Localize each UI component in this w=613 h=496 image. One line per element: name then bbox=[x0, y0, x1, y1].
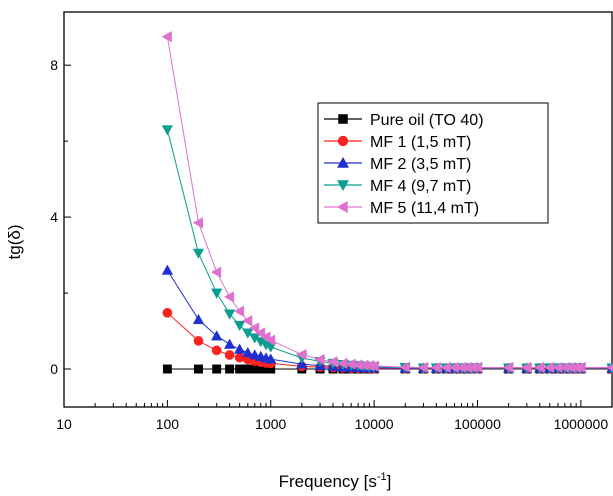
legend-label: MF 1 (1,5 mT) bbox=[370, 134, 471, 151]
data-point bbox=[225, 364, 235, 374]
data-point bbox=[471, 361, 482, 374]
legend-entry: MF 2 (3,5 mT) bbox=[324, 156, 471, 173]
data-point bbox=[192, 313, 205, 325]
data-point bbox=[430, 361, 441, 374]
legend-marker bbox=[336, 180, 350, 192]
y-tick-label: 8 bbox=[50, 57, 58, 73]
data-point bbox=[254, 327, 266, 339]
data-point bbox=[296, 348, 307, 361]
legend-entry: MF 4 (9,7 mT) bbox=[324, 178, 471, 195]
data-point bbox=[192, 217, 203, 229]
data-point bbox=[161, 125, 174, 136]
data-point bbox=[242, 315, 253, 327]
series-4 bbox=[161, 31, 613, 374]
legend-label: MF 4 (9,7 mT) bbox=[370, 178, 471, 195]
data-point bbox=[211, 345, 222, 356]
data-point bbox=[224, 350, 235, 360]
data-point bbox=[223, 338, 236, 349]
legend-label: MF 2 (3,5 mT) bbox=[370, 156, 471, 173]
data-point bbox=[210, 266, 222, 278]
legend-entry: MF 1 (1,5 mT) bbox=[324, 134, 471, 151]
data-point bbox=[417, 361, 428, 374]
data-point bbox=[533, 361, 545, 374]
data-point bbox=[368, 360, 379, 372]
series-line bbox=[167, 312, 612, 370]
data-point bbox=[606, 363, 613, 372]
x-axis-title: Frequency [s-1] bbox=[279, 471, 392, 491]
y-tick-label: 0 bbox=[50, 361, 58, 377]
x-tick-label: 1000000 bbox=[554, 416, 609, 432]
data-point bbox=[211, 330, 223, 341]
data-point bbox=[521, 361, 532, 374]
data-point bbox=[161, 264, 174, 275]
y-axis-title: tg(δ) bbox=[5, 225, 24, 260]
y-tick-label: 4 bbox=[50, 209, 58, 225]
data-point bbox=[264, 334, 276, 346]
data-point bbox=[575, 361, 586, 374]
x-tick-label: 10 bbox=[56, 416, 72, 432]
data-point bbox=[265, 353, 277, 364]
legend-label: MF 5 (11,4 mT) bbox=[370, 200, 479, 217]
data-point bbox=[192, 248, 205, 259]
data-point bbox=[223, 291, 235, 303]
x-axis-title-main: Frequency [s bbox=[279, 472, 377, 491]
data-point bbox=[194, 364, 203, 374]
legend-label: Pure oil (TO 40) bbox=[370, 112, 484, 129]
legend-marker bbox=[338, 114, 348, 124]
data-point bbox=[234, 352, 245, 363]
x-tick-label: 100 bbox=[156, 416, 180, 432]
data-point bbox=[502, 361, 514, 374]
data-point bbox=[233, 343, 246, 354]
legend-entry: Pure oil (TO 40) bbox=[324, 112, 484, 129]
data-point bbox=[327, 356, 338, 368]
data-point bbox=[212, 364, 222, 374]
data-point bbox=[399, 361, 410, 373]
data-point bbox=[248, 322, 260, 334]
legend-marker bbox=[337, 135, 349, 147]
plot-frame bbox=[63, 11, 613, 408]
data-point bbox=[235, 364, 245, 374]
data-point bbox=[233, 305, 245, 317]
data-point bbox=[223, 309, 236, 320]
legend-entry: MF 5 (11,4 mT) bbox=[324, 200, 479, 217]
data-point bbox=[211, 288, 223, 299]
legend-marker bbox=[336, 156, 350, 168]
x-tick-label: 1000 bbox=[255, 416, 286, 432]
data-point bbox=[162, 364, 172, 374]
data-point bbox=[233, 320, 246, 332]
data-point bbox=[242, 346, 254, 358]
data-point bbox=[162, 307, 173, 318]
x-tick-label: 10000 bbox=[355, 416, 394, 432]
data-point bbox=[193, 336, 204, 346]
data-point bbox=[161, 31, 172, 43]
x-axis-title-end: ] bbox=[387, 472, 392, 491]
x-tick-label: 100000 bbox=[454, 416, 501, 432]
legend-marker bbox=[336, 200, 348, 214]
x-axis-title-sup: -1 bbox=[377, 471, 387, 483]
data-point bbox=[314, 353, 325, 366]
